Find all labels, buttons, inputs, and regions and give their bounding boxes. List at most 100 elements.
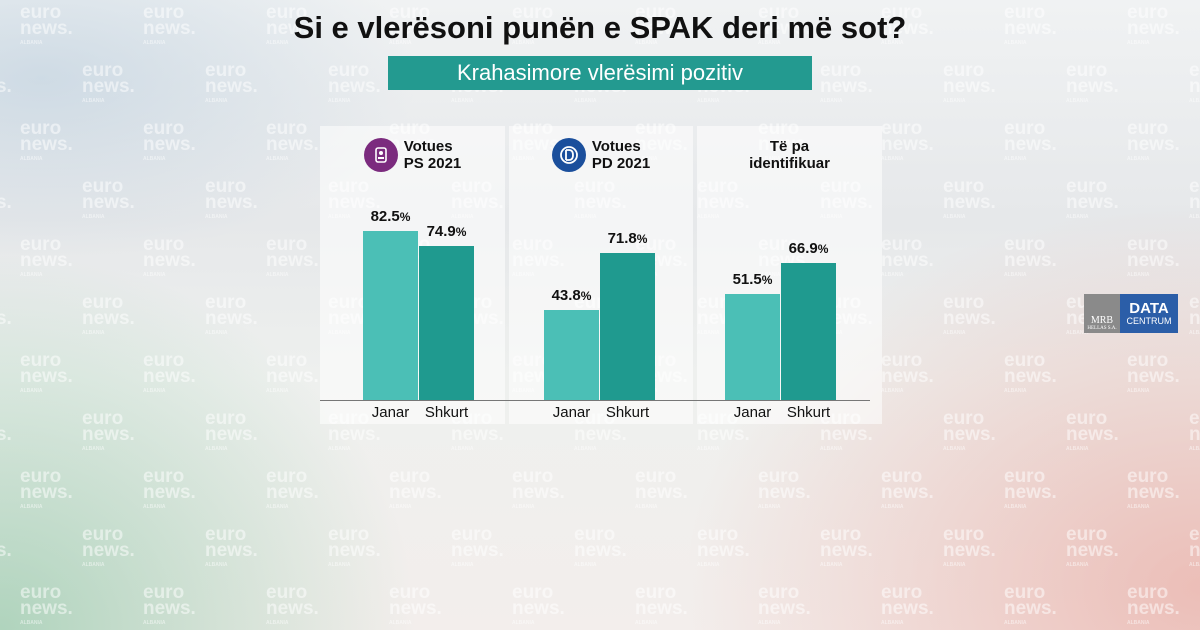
svg-text:news.: news. bbox=[881, 598, 934, 619]
svg-text:euro: euro bbox=[943, 176, 984, 197]
svg-text:news.: news. bbox=[943, 76, 996, 97]
svg-text:euro: euro bbox=[1127, 2, 1168, 23]
svg-text:euro: euro bbox=[1004, 118, 1045, 139]
category-label: Shkurt bbox=[605, 404, 650, 421]
svg-text:ALBANIA: ALBANIA bbox=[1066, 214, 1089, 220]
svg-text:news.: news. bbox=[328, 76, 381, 97]
svg-text:ALBANIA: ALBANIA bbox=[143, 156, 166, 162]
svg-text:news.: news. bbox=[574, 540, 627, 561]
svg-text:news.: news. bbox=[389, 18, 442, 39]
svg-text:news.: news. bbox=[943, 540, 996, 561]
svg-text:euro: euro bbox=[266, 234, 307, 255]
svg-text:euro: euro bbox=[512, 466, 553, 487]
svg-text:news.: news. bbox=[0, 424, 12, 445]
group-label-line2: PD 2021 bbox=[591, 155, 651, 172]
svg-text:ALBANIA: ALBANIA bbox=[205, 330, 228, 336]
svg-text:news.: news. bbox=[266, 366, 319, 387]
svg-text:news.: news. bbox=[1189, 192, 1200, 213]
category-label: Shkurt bbox=[424, 404, 469, 421]
svg-text:ALBANIA: ALBANIA bbox=[389, 620, 412, 626]
svg-text:euro: euro bbox=[1189, 292, 1200, 313]
svg-text:euro: euro bbox=[820, 524, 861, 545]
group-label-line1: Votues bbox=[591, 138, 641, 155]
svg-text:ALBANIA: ALBANIA bbox=[881, 388, 904, 394]
svg-text:news.: news. bbox=[1004, 598, 1057, 619]
svg-text:euro: euro bbox=[881, 234, 922, 255]
svg-text:euro: euro bbox=[143, 582, 184, 603]
category-label: Shkurt bbox=[786, 404, 831, 421]
chart-title: Si e vlerësoni punën e SPAK deri më sot? bbox=[293, 10, 907, 45]
data-label: 82.5% bbox=[370, 207, 411, 225]
svg-text:euro: euro bbox=[574, 524, 615, 545]
pd-party-icon bbox=[551, 138, 586, 172]
svg-text:euro: euro bbox=[143, 2, 184, 23]
svg-text:euro: euro bbox=[1066, 60, 1107, 81]
svg-text:ALBANIA: ALBANIA bbox=[943, 446, 966, 452]
svg-text:euro: euro bbox=[1004, 466, 1045, 487]
data-label: 51.5% bbox=[732, 271, 773, 289]
svg-text:news.: news. bbox=[82, 540, 135, 561]
svg-text:euro: euro bbox=[20, 350, 61, 371]
svg-text:ALBANIA: ALBANIA bbox=[574, 562, 597, 568]
svg-text:ALBANIA: ALBANIA bbox=[1066, 330, 1089, 336]
svg-text:ALBANIA: ALBANIA bbox=[20, 272, 43, 278]
svg-text:news.: news. bbox=[451, 540, 504, 561]
bar-janar bbox=[725, 294, 780, 400]
svg-text:ALBANIA: ALBANIA bbox=[143, 620, 166, 626]
svg-text:ALBANIA: ALBANIA bbox=[389, 40, 412, 46]
svg-text:news.: news. bbox=[881, 18, 934, 39]
svg-text:news.: news. bbox=[389, 598, 442, 619]
svg-text:news.: news. bbox=[1127, 482, 1180, 503]
svg-text:ALBANIA: ALBANIA bbox=[881, 40, 904, 46]
svg-text:ALBANIA: ALBANIA bbox=[20, 620, 43, 626]
svg-text:euro: euro bbox=[82, 524, 123, 545]
svg-text:euro: euro bbox=[820, 60, 861, 81]
svg-text:news.: news. bbox=[20, 250, 73, 271]
svg-text:news.: news. bbox=[635, 482, 688, 503]
svg-text:ALBANIA: ALBANIA bbox=[758, 620, 781, 626]
svg-text:ALBANIA: ALBANIA bbox=[512, 40, 535, 46]
svg-text:ALBANIA: ALBANIA bbox=[266, 156, 289, 162]
svg-text:ALBANIA: ALBANIA bbox=[1127, 40, 1150, 46]
svg-text:news.: news. bbox=[205, 308, 258, 329]
svg-text:euro: euro bbox=[943, 292, 984, 313]
svg-text:ALBANIA: ALBANIA bbox=[82, 562, 105, 568]
svg-text:news.: news. bbox=[0, 192, 12, 213]
svg-text:euro: euro bbox=[1127, 350, 1168, 371]
svg-text:euro: euro bbox=[1189, 60, 1200, 81]
group-label-line2: PS 2021 bbox=[403, 155, 462, 172]
panel-header: Të pa identifikuar bbox=[697, 138, 882, 172]
chart-subtitle: Krahasimore vlerësimi pozitiv bbox=[388, 56, 812, 90]
group-label: Votues PD 2021 bbox=[592, 138, 650, 172]
svg-text:euro: euro bbox=[143, 350, 184, 371]
svg-text:ALBANIA: ALBANIA bbox=[574, 98, 597, 104]
svg-text:euro: euro bbox=[143, 466, 184, 487]
svg-text:ALBANIA: ALBANIA bbox=[635, 40, 658, 46]
svg-text:euro: euro bbox=[697, 524, 738, 545]
svg-text:euro: euro bbox=[266, 466, 307, 487]
svg-text:euro: euro bbox=[1189, 524, 1200, 545]
svg-text:euro: euro bbox=[389, 2, 430, 23]
svg-text:euro: euro bbox=[758, 466, 799, 487]
svg-text:ALBANIA: ALBANIA bbox=[1127, 504, 1150, 510]
svg-text:euro: euro bbox=[1066, 176, 1107, 197]
svg-text:news.: news. bbox=[1127, 134, 1180, 155]
svg-text:euro: euro bbox=[512, 2, 553, 23]
